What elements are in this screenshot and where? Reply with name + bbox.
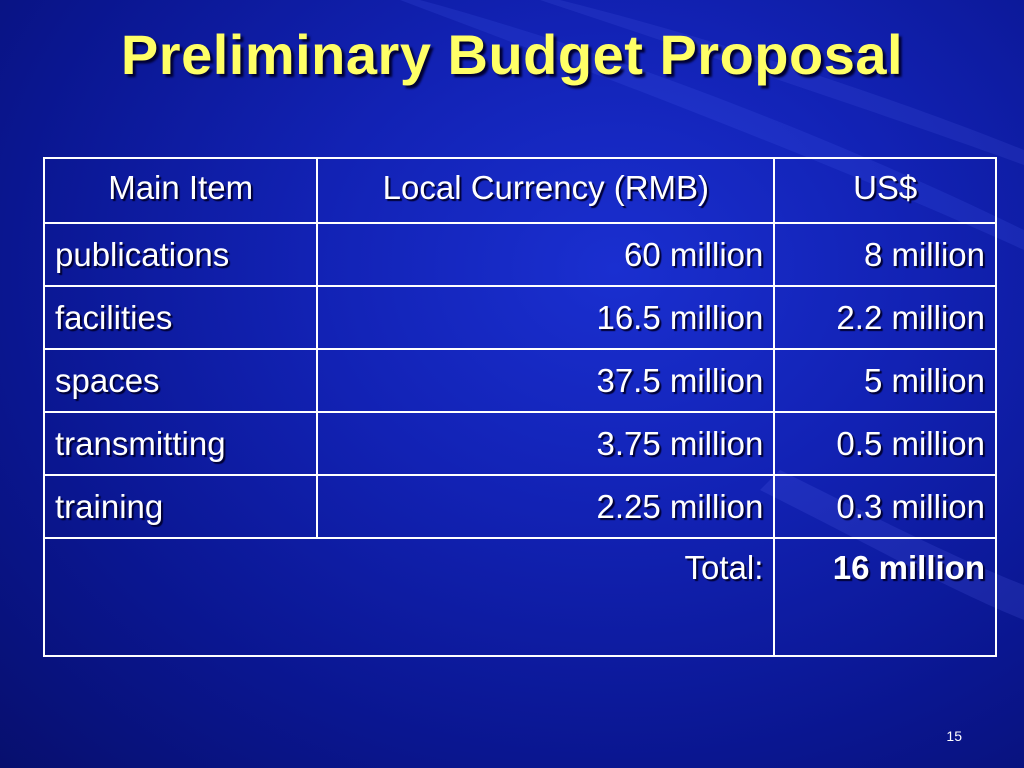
budget-table: Main Item Local Currency (RMB) US$ publi… (42, 157, 997, 657)
table-header-row: Main Item Local Currency (RMB) US$ (42, 157, 997, 224)
header-local-currency: Local Currency (RMB) (316, 157, 776, 224)
total-value: 16 million (773, 537, 997, 657)
row-usd: 2.2 million (773, 285, 997, 350)
row-rmb: 2.25 million (316, 474, 776, 539)
table-row: spaces 37.5 million 5 million (42, 348, 997, 413)
table-total-row: Total: 16 million (42, 537, 997, 657)
row-usd: 8 million (773, 222, 997, 287)
row-usd: 0.3 million (773, 474, 997, 539)
row-usd: 0.5 million (773, 411, 997, 476)
row-rmb: 16.5 million (316, 285, 776, 350)
table-row: training 2.25 million 0.3 million (42, 474, 997, 539)
row-item: publications (42, 222, 319, 287)
page-number: 15 (946, 728, 962, 744)
row-item: transmitting (42, 411, 319, 476)
row-item: facilities (42, 285, 319, 350)
header-usd: US$ (773, 157, 997, 224)
table-row: transmitting 3.75 million 0.5 million (42, 411, 997, 476)
slide-title: Preliminary Budget Proposal (120, 23, 904, 86)
row-rmb: 60 million (316, 222, 776, 287)
row-usd: 5 million (773, 348, 997, 413)
row-item: training (42, 474, 319, 539)
row-rmb: 3.75 million (316, 411, 776, 476)
row-item: spaces (42, 348, 319, 413)
header-main-item: Main Item (42, 157, 319, 224)
total-label: Total: (42, 537, 776, 657)
table-row: facilities 16.5 million 2.2 million (42, 285, 997, 350)
row-rmb: 37.5 million (316, 348, 776, 413)
table-row: publications 60 million 8 million (42, 222, 997, 287)
